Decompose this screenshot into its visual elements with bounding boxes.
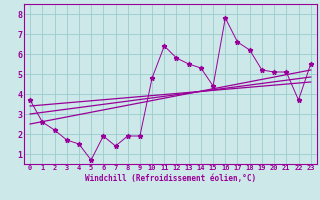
X-axis label: Windchill (Refroidissement éolien,°C): Windchill (Refroidissement éolien,°C) (85, 174, 256, 183)
